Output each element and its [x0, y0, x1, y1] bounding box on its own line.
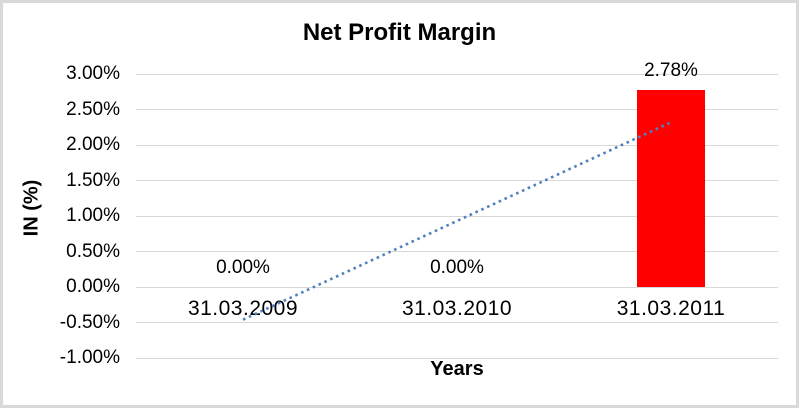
y-tick-label: 3.00%: [66, 63, 120, 84]
y-tick-label: 1.00%: [66, 205, 120, 226]
y-tick-label: -0.50%: [59, 311, 120, 333]
data-label: 2.78%: [644, 59, 698, 81]
trendline[interactable]: [242, 121, 672, 321]
y-tick-label: 0.50%: [66, 240, 120, 262]
gridline: [136, 73, 778, 75]
y-tick-label: 1.50%: [66, 169, 120, 191]
y-tick-label: 2.50%: [66, 98, 120, 120]
gridline: [136, 109, 778, 110]
bar-31.03.2011[interactable]: [637, 89, 705, 287]
data-label: 0.00%: [430, 257, 484, 278]
x-category-label: 31.03.2010: [401, 297, 513, 320]
y-tick-label: -1.00%: [59, 347, 120, 368]
gridline: [136, 322, 778, 323]
x-axis-title: Years: [430, 358, 484, 380]
y-tick-label: 2.00%: [66, 134, 120, 155]
chart-title: Net Profit Margin: [302, 19, 497, 46]
data-label: 0.00%: [216, 257, 270, 278]
y-tick-label: 0.00%: [66, 276, 120, 297]
x-category-label: 31.03.2011: [616, 297, 726, 320]
x-category-label: 31.03.2009: [187, 297, 299, 320]
gridline: [136, 357, 778, 359]
